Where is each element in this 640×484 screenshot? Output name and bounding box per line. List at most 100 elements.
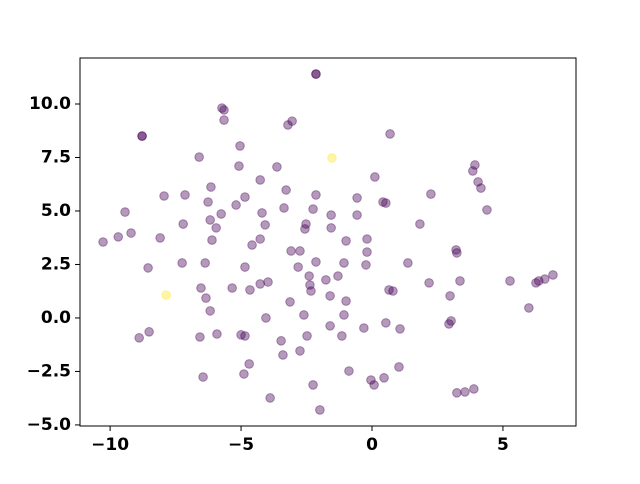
scatter-point [244,359,254,369]
scatter-point [446,316,456,326]
scatter-point [321,275,331,285]
scatter-point [524,303,534,313]
scatter-point [260,220,270,230]
scatter-point [352,193,362,203]
scatter-point [219,115,229,125]
scatter-point [247,240,257,250]
scatter-point [295,246,305,256]
scatter-point [362,234,372,244]
scatter-point [216,209,226,219]
scatter-point [394,362,404,372]
scatter-point [301,219,311,229]
scatter-point [381,198,391,208]
scatter-point [326,223,336,233]
scatter-point [205,306,215,316]
y-tick-label: −2.5 [27,361,71,381]
scatter-point [281,185,291,195]
scatter-point [362,247,372,257]
scatter-point [245,285,255,295]
scatter-point [337,331,347,341]
scatter-point [137,131,147,141]
scatter-point [235,141,245,151]
scatter-point [240,262,250,272]
scatter-point [341,296,351,306]
scatter-point [451,245,461,255]
scatter-point [203,197,213,207]
scatter-point [137,131,147,141]
scatter-point [255,175,265,185]
scatter-point [306,286,316,296]
scatter-point [327,153,337,163]
scatter-point [369,380,379,390]
scatter-point [403,258,413,268]
scatter-point [302,331,312,341]
scatter-point [178,219,188,229]
scatter-point [548,270,558,280]
scatter-point [305,280,315,290]
scatter-point [359,323,369,333]
scatter-point [255,234,265,244]
scatter-point [217,103,227,113]
scatter-point [469,384,479,394]
scatter-point [299,310,309,320]
scatter-point [272,162,282,172]
scatter-point [279,203,289,213]
scatter-point [219,105,229,115]
scatter-point [194,152,204,162]
scatter-point [161,290,171,300]
y-tick-label: 2.5 [41,254,71,274]
scatter-point [341,236,351,246]
scatter-point [473,177,483,187]
scatter-point [482,205,492,215]
scatter-point [315,405,325,415]
scatter-point [470,160,480,170]
scatter-point [460,387,470,397]
scatter-point [476,183,486,193]
scatter-point [304,271,314,281]
scatter-point [505,276,515,286]
plot-frame [79,57,577,427]
scatter-point [311,69,321,79]
scatter-point [201,293,211,303]
scatter-point [379,373,389,383]
scatter-point [325,321,335,331]
x-tick-label: −5 [228,435,254,455]
y-tick-label: 5.0 [41,201,71,221]
scatter-point [198,372,208,382]
scatter-point [143,263,153,273]
scatter-point [278,350,288,360]
scatter-point [255,279,265,289]
scatter-point [234,161,244,171]
y-tick-label: 7.5 [41,147,71,167]
scatter-point [98,237,108,247]
scatter-point [212,329,222,339]
scatter-point [236,330,246,340]
scatter-point [205,215,215,225]
scatter-point [283,120,293,130]
scatter-point [455,276,465,286]
scatter-point [177,258,187,268]
scatter-point [196,283,206,293]
scatter-point [276,336,286,346]
scatter-point [534,276,544,286]
scatter-point [325,291,335,301]
scatter-point [385,129,395,139]
scatter-point [265,393,275,403]
scatter-point [295,346,305,356]
scatter-point [445,291,455,301]
scatter-point [144,327,154,337]
scatter-point [287,116,297,126]
scatter-point [444,319,454,329]
scatter-point [311,257,321,267]
scatter-point [531,278,541,288]
scatter-point [227,283,237,293]
scatter-point [240,331,250,341]
x-tick-label: 0 [366,435,378,455]
scatter-point [426,189,436,199]
scatter-point [384,285,394,295]
scatter-point [180,190,190,200]
scatter-point [300,224,310,234]
scatter-point [293,262,303,272]
scatter-point [126,228,136,238]
scatter-point [326,210,336,220]
